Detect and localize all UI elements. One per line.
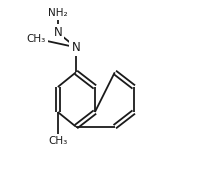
- Text: N: N: [54, 26, 62, 39]
- Text: N: N: [71, 41, 80, 54]
- Text: CH₃: CH₃: [48, 136, 67, 145]
- Text: NH₂: NH₂: [48, 8, 68, 18]
- Text: CH₃: CH₃: [27, 34, 46, 44]
